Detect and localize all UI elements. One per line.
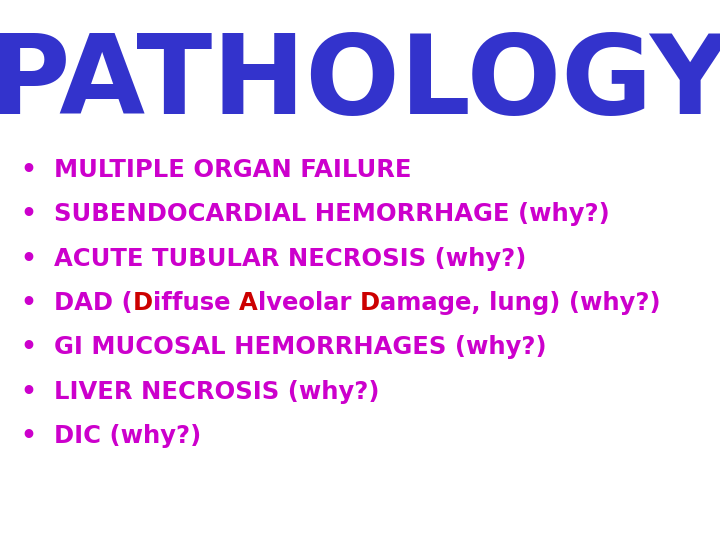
Text: •: •	[21, 202, 37, 226]
Text: •: •	[21, 291, 37, 315]
Text: •: •	[21, 247, 37, 271]
Text: •: •	[21, 335, 37, 359]
Text: DIC (why?): DIC (why?)	[54, 424, 202, 448]
Text: PATHOLOGY: PATHOLOGY	[0, 30, 720, 137]
Text: lveolar: lveolar	[258, 291, 359, 315]
Text: MULTIPLE ORGAN FAILURE: MULTIPLE ORGAN FAILURE	[54, 158, 412, 182]
Text: LIVER NECROSIS (why?): LIVER NECROSIS (why?)	[54, 380, 379, 403]
Text: DAD (: DAD (	[54, 291, 132, 315]
Text: GI MUCOSAL HEMORRHAGES (why?): GI MUCOSAL HEMORRHAGES (why?)	[54, 335, 546, 359]
Text: D: D	[132, 291, 153, 315]
Text: iffuse: iffuse	[153, 291, 239, 315]
Text: •: •	[21, 158, 37, 182]
Text: amage, lung) (why?): amage, lung) (why?)	[379, 291, 660, 315]
Text: •: •	[21, 380, 37, 403]
Text: SUBENDOCARDIAL HEMORRHAGE (why?): SUBENDOCARDIAL HEMORRHAGE (why?)	[54, 202, 610, 226]
Text: ACUTE TUBULAR NECROSIS (why?): ACUTE TUBULAR NECROSIS (why?)	[54, 247, 526, 271]
Text: D: D	[359, 291, 379, 315]
Text: A: A	[239, 291, 258, 315]
Text: •: •	[21, 424, 37, 448]
